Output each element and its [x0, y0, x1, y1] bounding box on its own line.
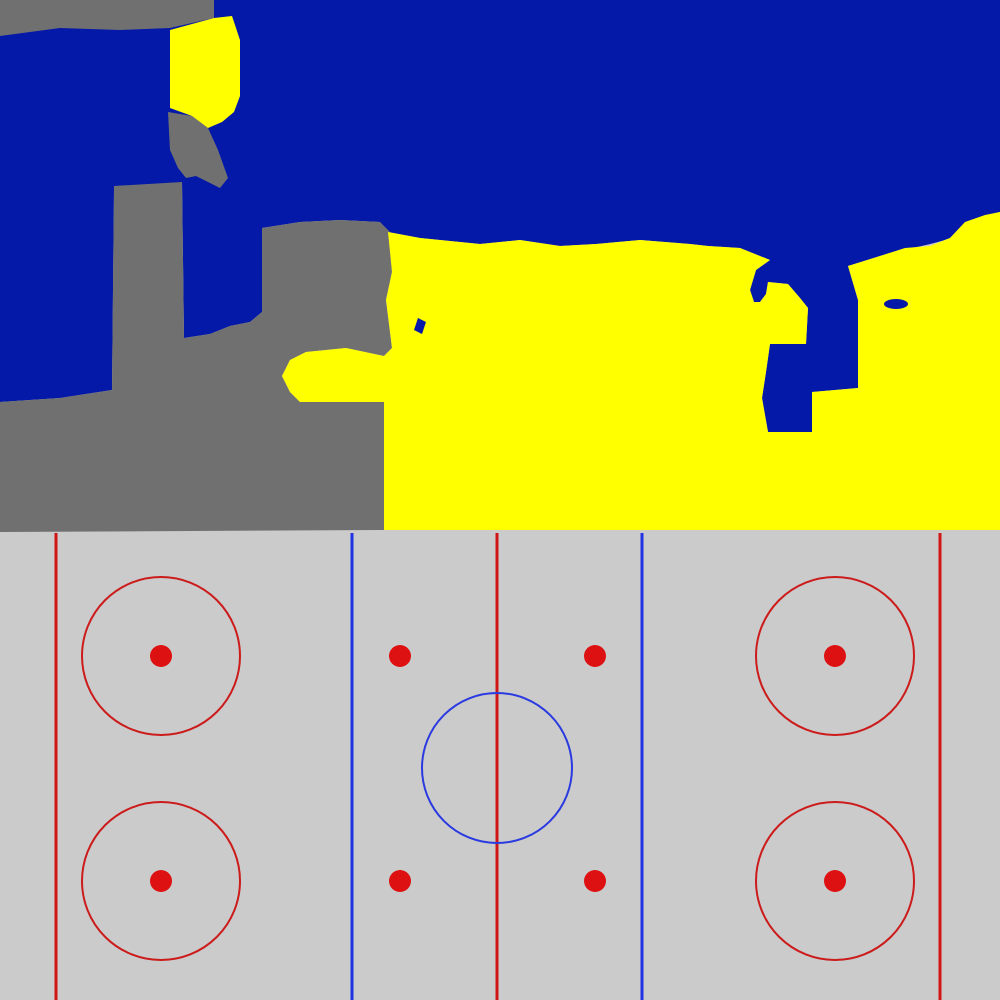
- ice-surface: [0, 533, 1000, 1000]
- blue-territory[interactable]: [884, 299, 908, 309]
- faceoff-dot-neutral-top-left[interactable]: [389, 645, 411, 667]
- hockey-rink: [0, 533, 1000, 1000]
- faceoff-circle-bottom-right: [755, 801, 915, 961]
- yellow-territory[interactable]: [170, 16, 240, 128]
- blue-territory[interactable]: [0, 0, 1000, 432]
- faceoff-circle-top-left: [81, 576, 241, 736]
- faceoff-dot-neutral-bottom-left[interactable]: [389, 870, 411, 892]
- center-faceoff-circle: [421, 692, 573, 844]
- faceoff-dot-bottom-right[interactable]: [824, 870, 846, 892]
- faceoff-dot-neutral-bottom-right[interactable]: [584, 870, 606, 892]
- gray-territory[interactable]: [0, 0, 214, 36]
- territory-map: [0, 0, 1000, 532]
- yellow-territory[interactable]: [282, 212, 1000, 530]
- blue-territory[interactable]: [414, 318, 426, 334]
- gray-territory[interactable]: [168, 112, 228, 188]
- faceoff-dot-bottom-left[interactable]: [150, 870, 172, 892]
- faceoff-dot-top-right[interactable]: [824, 645, 846, 667]
- faceoff-circle-bottom-left: [81, 801, 241, 961]
- gray-territory[interactable]: [0, 182, 392, 532]
- faceoff-dot-neutral-top-right[interactable]: [584, 645, 606, 667]
- faceoff-circle-top-right: [755, 576, 915, 736]
- faceoff-dot-top-left[interactable]: [150, 645, 172, 667]
